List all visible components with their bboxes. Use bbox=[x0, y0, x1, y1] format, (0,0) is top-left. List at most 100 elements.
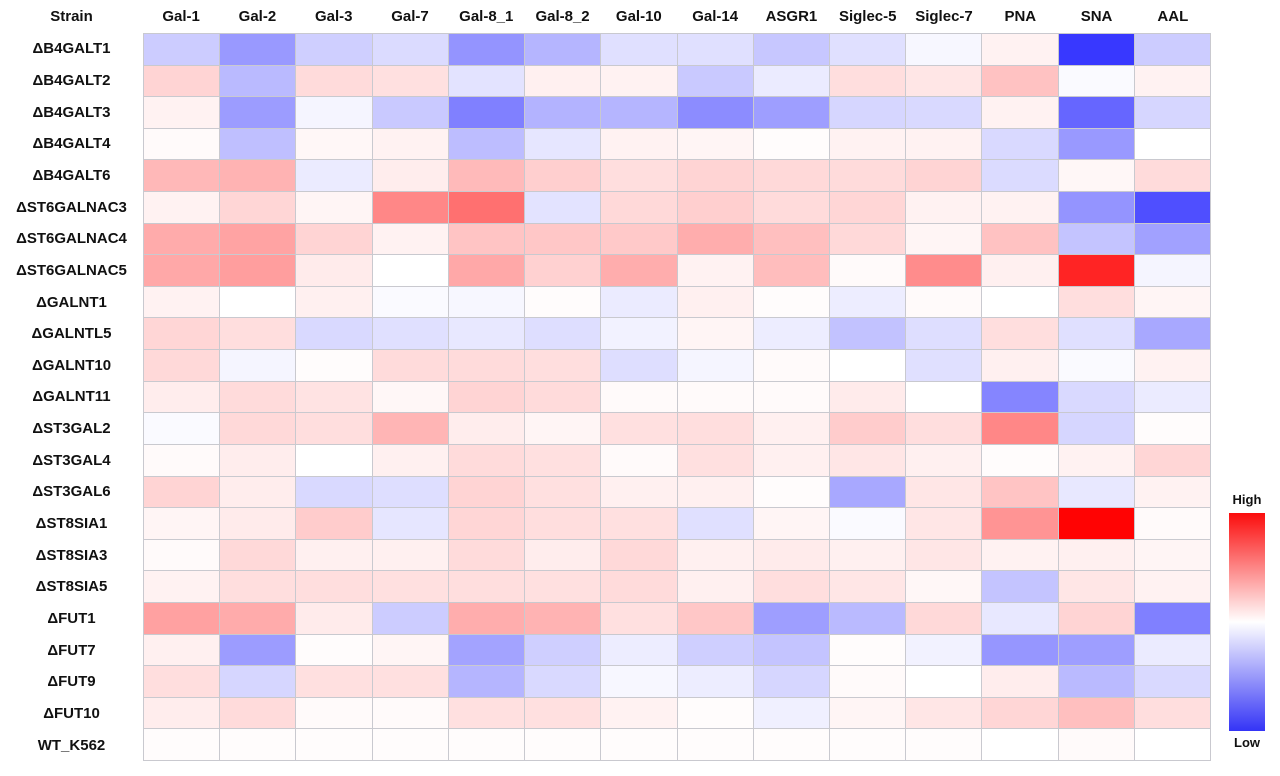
heatmap-cell bbox=[1134, 97, 1210, 128]
heatmap-cell bbox=[144, 602, 220, 634]
heatmap-cell bbox=[601, 223, 677, 255]
heatmap-cell bbox=[982, 697, 1058, 729]
heatmap-cell bbox=[982, 602, 1058, 634]
heatmap-cell bbox=[906, 476, 982, 508]
heatmap-cell bbox=[220, 160, 296, 192]
heatmap-cell bbox=[829, 571, 906, 602]
heatmap-cell bbox=[753, 729, 829, 760]
heatmap-cell bbox=[906, 571, 982, 602]
heatmap-cell bbox=[1134, 571, 1210, 602]
heatmap-cell bbox=[753, 97, 829, 128]
column-header-gal-8-2: Gal-8_2 bbox=[535, 8, 590, 25]
heatmap-cell bbox=[982, 34, 1058, 65]
heatmap-cell bbox=[829, 729, 906, 760]
heatmap-cell bbox=[601, 381, 677, 413]
heatmap-cell bbox=[1134, 634, 1210, 666]
heatmap-cell bbox=[829, 192, 906, 223]
heatmap-cell bbox=[448, 286, 525, 318]
heatmap-cell bbox=[144, 34, 220, 65]
heatmap-cell bbox=[296, 97, 372, 128]
heatmap-cell bbox=[753, 160, 829, 192]
heatmap-cell bbox=[296, 318, 372, 350]
heatmap-cell bbox=[601, 413, 677, 444]
heatmap-cell bbox=[829, 223, 906, 255]
heatmap-cell bbox=[829, 413, 906, 444]
heatmap-cell bbox=[525, 666, 601, 697]
heatmap-cell bbox=[220, 539, 296, 571]
heatmap-cell bbox=[753, 571, 829, 602]
heatmap-cell bbox=[906, 192, 982, 223]
heatmap-cell bbox=[296, 571, 372, 602]
heatmap-cell bbox=[525, 160, 601, 192]
heatmap-cell bbox=[296, 476, 372, 508]
heatmap-cell bbox=[982, 381, 1058, 413]
heatmap-cell bbox=[982, 476, 1058, 508]
heatmap-cell bbox=[296, 539, 372, 571]
heatmap-cell bbox=[1134, 444, 1210, 476]
heatmap-cell bbox=[448, 97, 525, 128]
heatmap-cell bbox=[525, 192, 601, 223]
heatmap-cell bbox=[220, 286, 296, 318]
row-label-st8sia3: ΔST8SIA3 bbox=[35, 546, 108, 564]
row-label-st3gal6: ΔST3GAL6 bbox=[32, 483, 111, 501]
heatmap-cell bbox=[220, 476, 296, 508]
heatmap-cell bbox=[372, 192, 448, 223]
heatmap-cell bbox=[829, 602, 906, 634]
heatmap-cell bbox=[220, 444, 296, 476]
heatmap-cell bbox=[296, 634, 372, 666]
heatmap-cell bbox=[1134, 255, 1210, 286]
heatmap-cell bbox=[525, 476, 601, 508]
heatmap-cell bbox=[372, 97, 448, 128]
heatmap-cell bbox=[1058, 508, 1134, 539]
column-header-aal: AAL bbox=[1157, 8, 1189, 25]
heatmap-cell bbox=[220, 34, 296, 65]
heatmap-cell bbox=[448, 476, 525, 508]
heatmap-cell bbox=[1134, 413, 1210, 444]
heatmap-cell bbox=[982, 223, 1058, 255]
column-header-gal-7: Gal-7 bbox=[391, 8, 429, 25]
heatmap-cell bbox=[677, 666, 753, 697]
heatmap-cell bbox=[448, 571, 525, 602]
heatmap-cell bbox=[448, 192, 525, 223]
heatmap-cell bbox=[525, 318, 601, 350]
legend-gradient-bar bbox=[1229, 513, 1265, 731]
heatmap-cell bbox=[525, 444, 601, 476]
column-header-gal-3: Gal-3 bbox=[314, 8, 353, 25]
heatmap-cell bbox=[525, 255, 601, 286]
heatmap-cell bbox=[829, 128, 906, 160]
heatmap-cell bbox=[753, 192, 829, 223]
heatmap-cell bbox=[372, 634, 448, 666]
row-label-fut7: ΔFUT7 bbox=[47, 641, 96, 659]
heatmap-cell bbox=[220, 381, 296, 413]
heatmap-cell bbox=[372, 128, 448, 160]
heatmap-cell bbox=[1058, 34, 1134, 65]
heatmap-cell bbox=[982, 508, 1058, 539]
heatmap-cell bbox=[296, 34, 372, 65]
heatmap-cell bbox=[982, 97, 1058, 128]
heatmap-cell bbox=[906, 286, 982, 318]
heatmap-cell bbox=[525, 697, 601, 729]
heatmap-cell bbox=[220, 666, 296, 697]
row-label-st3gal4: ΔST3GAL4 bbox=[32, 451, 111, 469]
column-header-gal-2: Gal-2 bbox=[238, 8, 277, 25]
heatmap-cell bbox=[677, 476, 753, 508]
heatmap-cell bbox=[677, 192, 753, 223]
heatmap-cell bbox=[677, 602, 753, 634]
heatmap-cell bbox=[448, 128, 525, 160]
column-header-gal-1: Gal-1 bbox=[162, 8, 200, 25]
heatmap-cell bbox=[144, 444, 220, 476]
heatmap-cell bbox=[677, 697, 753, 729]
heatmap-cell bbox=[448, 34, 525, 65]
heatmap-cell bbox=[296, 508, 372, 539]
heatmap-cell bbox=[601, 160, 677, 192]
heatmap-cell bbox=[296, 666, 372, 697]
heatmap-cell bbox=[525, 571, 601, 602]
heatmap-cell bbox=[525, 128, 601, 160]
row-label-galnt1: ΔGALNT1 bbox=[36, 293, 107, 311]
heatmap-cell bbox=[753, 286, 829, 318]
heatmap-cell bbox=[1058, 602, 1134, 634]
heatmap-cell bbox=[1134, 697, 1210, 729]
heatmap-cell bbox=[448, 666, 525, 697]
heatmap-cell bbox=[906, 729, 982, 760]
heatmap-cell bbox=[448, 223, 525, 255]
